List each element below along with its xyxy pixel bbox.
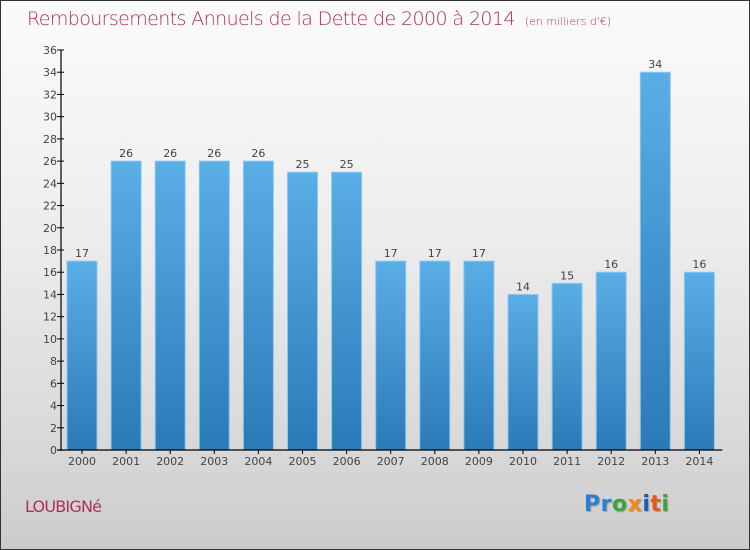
data-label-2008: 17 bbox=[428, 247, 442, 260]
data-label-2012: 16 bbox=[604, 258, 618, 271]
y-tick-label-32: 32 bbox=[43, 88, 57, 101]
bar-2001 bbox=[110, 160, 142, 451]
bar-2012 bbox=[595, 271, 627, 451]
axes-group: 2000 2001 2002 2003 2004 2005 2006 2007 2008 2009… bbox=[43, 44, 723, 468]
data-label-2014: 16 bbox=[692, 258, 706, 271]
data-label-2001: 26 bbox=[119, 147, 133, 160]
x-tick-label-2005: 2005 bbox=[289, 455, 317, 468]
y-tick-label-18: 18 bbox=[43, 244, 57, 257]
data-label-2009: 17 bbox=[472, 247, 486, 260]
bar-2007 bbox=[375, 260, 407, 451]
x-tick-label-2008: 2008 bbox=[421, 455, 449, 468]
data-label-2007: 17 bbox=[384, 247, 398, 260]
y-tick-label-10: 10 bbox=[43, 333, 57, 346]
bar-2003 bbox=[198, 160, 230, 451]
y-tick-label-0: 0 bbox=[50, 444, 57, 457]
x-tick-label-2012: 2012 bbox=[597, 455, 625, 468]
logo-letter: t bbox=[650, 492, 662, 517]
logo-letter: i bbox=[642, 492, 651, 517]
data-label-2010: 14 bbox=[516, 280, 530, 293]
bar-2006 bbox=[331, 171, 363, 451]
logo-letter: x bbox=[627, 492, 643, 517]
y-tick-label-22: 22 bbox=[43, 200, 57, 213]
bar-2000 bbox=[66, 260, 98, 451]
proxiti-logo[interactable]: Proxiti bbox=[584, 492, 669, 517]
x-tick-label-2013: 2013 bbox=[641, 455, 669, 468]
x-tick-label-2004: 2004 bbox=[244, 455, 272, 468]
y-tick-label-28: 28 bbox=[43, 133, 57, 146]
y-tick-label-8: 8 bbox=[50, 355, 57, 368]
data-label-2002: 26 bbox=[163, 147, 177, 160]
chart-title-text: Remboursements Annuels de la Dette de 20… bbox=[27, 8, 515, 30]
x-tick-label-2011: 2011 bbox=[553, 455, 581, 468]
bar-2008 bbox=[419, 260, 451, 451]
chart-unit-note: (en milliers d'€) bbox=[524, 15, 612, 28]
x-tick-label-2006: 2006 bbox=[333, 455, 361, 468]
x-tick-label-2000: 2000 bbox=[68, 455, 96, 468]
y-tick-label-20: 20 bbox=[43, 222, 57, 235]
data-label-2003: 26 bbox=[207, 147, 221, 160]
bar-2014 bbox=[683, 271, 715, 451]
x-tick-label-2014: 2014 bbox=[685, 455, 713, 468]
chart-title: Remboursements Annuels de la Dette de 20… bbox=[27, 8, 611, 30]
data-label-2000: 17 bbox=[75, 247, 89, 260]
x-tick-label-2010: 2010 bbox=[509, 455, 537, 468]
x-tick-label-2001: 2001 bbox=[112, 455, 140, 468]
y-tick-label-24: 24 bbox=[43, 177, 57, 190]
logo-letter: r bbox=[600, 492, 612, 517]
bar-2005 bbox=[287, 171, 318, 451]
bar-2004 bbox=[242, 160, 274, 451]
y-tick-label-30: 30 bbox=[43, 111, 57, 124]
y-tick-label-6: 6 bbox=[50, 377, 57, 390]
x-tick-label-2009: 2009 bbox=[465, 455, 493, 468]
y-tick-label-14: 14 bbox=[43, 288, 57, 301]
data-label-2011: 15 bbox=[560, 269, 574, 282]
y-tick-label-26: 26 bbox=[43, 155, 57, 168]
x-tick-label-2002: 2002 bbox=[156, 455, 184, 468]
logo-letter: P bbox=[584, 492, 601, 517]
city-name: LOUBIGNé bbox=[25, 497, 102, 516]
y-tick-label-4: 4 bbox=[50, 400, 57, 413]
x-tick-label-2007: 2007 bbox=[377, 455, 405, 468]
logo-letter: o bbox=[611, 492, 628, 517]
bars-group: 17 26 26 26 26 25 25 17 17 17 14 15 16 34 16 bbox=[66, 58, 715, 451]
y-tick-label-2: 2 bbox=[50, 422, 57, 435]
bar-2010 bbox=[507, 293, 539, 451]
logo-letter: i bbox=[661, 492, 670, 517]
bar-2002 bbox=[154, 160, 186, 451]
bar-2011 bbox=[551, 282, 583, 451]
y-tick-label-16: 16 bbox=[43, 266, 57, 279]
data-label-2006: 25 bbox=[340, 158, 354, 171]
bar-2009 bbox=[463, 260, 495, 451]
data-label-2013: 34 bbox=[648, 58, 662, 71]
y-tick-label-34: 34 bbox=[43, 66, 57, 79]
x-tick-label-2003: 2003 bbox=[200, 455, 228, 468]
data-label-2004: 26 bbox=[251, 147, 265, 160]
y-tick-label-36: 36 bbox=[43, 44, 57, 57]
data-label-2005: 25 bbox=[296, 158, 310, 171]
y-tick-label-12: 12 bbox=[43, 311, 57, 324]
bar-2013 bbox=[639, 71, 671, 451]
